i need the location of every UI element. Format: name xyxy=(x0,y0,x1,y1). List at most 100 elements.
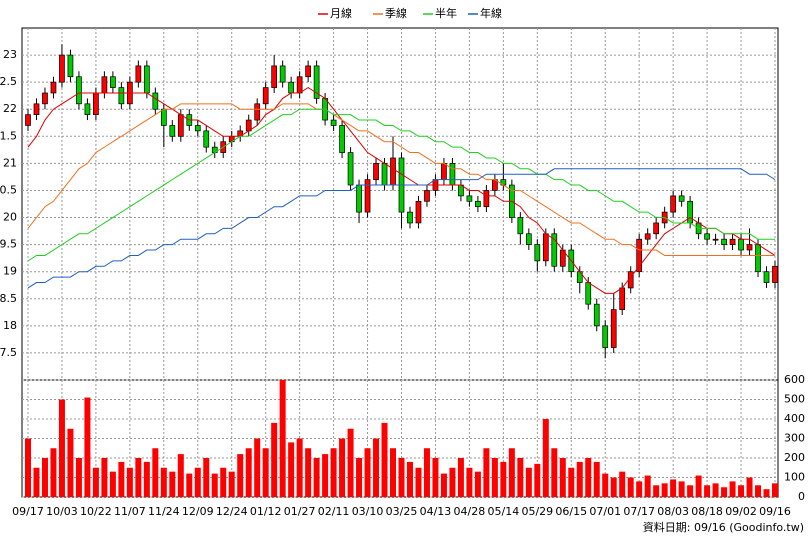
x-tick-label: 10/03 xyxy=(46,505,78,518)
candle-body xyxy=(772,265,778,283)
candle-body xyxy=(271,65,278,88)
candle-body xyxy=(42,92,48,105)
x-tick-label: 09/17 xyxy=(12,505,44,518)
candle-body xyxy=(169,125,176,137)
volume-bar xyxy=(220,467,227,497)
volume-bar xyxy=(449,467,456,497)
candle-body xyxy=(339,125,345,153)
y-tick-label: 22 xyxy=(3,102,17,115)
volume-bar xyxy=(738,485,745,497)
candle-body xyxy=(254,103,261,121)
x-tick-label: 01/27 xyxy=(284,505,316,518)
volume-bar xyxy=(457,458,464,497)
candle-body xyxy=(67,54,74,78)
candle-body xyxy=(602,325,609,348)
candle-body xyxy=(585,282,592,305)
candle-body xyxy=(653,222,660,235)
candle-body xyxy=(636,238,643,273)
candle-body xyxy=(373,163,379,180)
candle-body xyxy=(729,238,736,245)
volume-bar xyxy=(644,475,651,497)
legend-label: 半年 xyxy=(435,6,457,20)
volume-bar xyxy=(483,448,490,497)
candle-body xyxy=(76,76,82,105)
candle-body xyxy=(593,303,600,327)
volume-bar xyxy=(568,467,575,497)
volume-bar xyxy=(339,438,346,497)
candle-body xyxy=(110,76,116,88)
volume-bar xyxy=(41,458,48,497)
footer: 資料日期: 09/16 (Goodinfo.tw) xyxy=(643,520,804,534)
candle-body xyxy=(194,125,201,132)
legend-label: 月線 xyxy=(330,6,352,20)
candle-body xyxy=(84,103,91,115)
volume-bar xyxy=(423,448,430,497)
volume-bar xyxy=(67,428,74,497)
volume-bar xyxy=(517,458,524,497)
volume-bar xyxy=(525,467,532,497)
volume-bar xyxy=(559,458,566,497)
y-tick-label: 23 xyxy=(3,48,17,61)
candle-body xyxy=(424,190,430,202)
volume-bar xyxy=(186,473,193,497)
y-tick-label: 19 xyxy=(3,265,17,278)
volume-bar xyxy=(373,438,380,497)
volume-bar xyxy=(474,471,481,497)
volume-bar xyxy=(406,461,413,497)
volume-bar xyxy=(576,461,583,497)
x-tick-label: 03/10 xyxy=(352,505,384,518)
volume-bar xyxy=(143,461,150,497)
x-tick-label: 07/01 xyxy=(589,505,621,518)
volume-bar xyxy=(245,448,252,497)
volume-bar xyxy=(500,461,507,497)
candle-body xyxy=(25,114,31,126)
volume-bar xyxy=(109,471,116,497)
x-tick-label: 07/17 xyxy=(623,505,655,518)
volume-bar xyxy=(415,467,422,497)
candle-body xyxy=(390,157,396,186)
x-tick-label: 04/13 xyxy=(420,505,452,518)
y-tick-label: 8.5 xyxy=(0,292,17,305)
candle-body xyxy=(118,87,125,105)
y-tick-label: 18 xyxy=(3,319,17,332)
y-tick-label: 1.5 xyxy=(0,129,17,142)
volume-bar xyxy=(610,477,617,497)
volume-bar xyxy=(542,419,549,497)
candle-body xyxy=(441,163,447,180)
x-tick-label: 11/07 xyxy=(114,505,146,518)
volume-bar xyxy=(271,422,278,497)
volume-bar xyxy=(398,458,405,497)
candle-body xyxy=(483,190,490,208)
volume-bar xyxy=(508,448,515,497)
volume-bar xyxy=(211,473,218,497)
candle-body xyxy=(381,163,388,186)
y-tick-label: 9.5 xyxy=(0,238,17,251)
volume-bar xyxy=(25,438,31,497)
candle-body xyxy=(721,238,727,245)
volume-bar xyxy=(661,483,668,497)
volume-bar xyxy=(194,467,201,497)
candle-body xyxy=(330,119,337,126)
y2-tick-label: 200 xyxy=(784,451,805,464)
volume-bar xyxy=(712,483,719,497)
volume-bar xyxy=(534,463,541,497)
candle-body xyxy=(670,195,676,213)
volume-bar xyxy=(491,458,498,497)
volume-bar xyxy=(254,438,261,497)
candle-body xyxy=(356,184,362,213)
candle-body xyxy=(746,244,753,251)
volume-bar xyxy=(729,481,736,497)
volume-bar xyxy=(118,461,125,497)
y2-tick-label: 500 xyxy=(784,393,805,406)
x-tick-label: 12/24 xyxy=(216,505,248,518)
candle-body xyxy=(50,81,57,94)
candle-body xyxy=(101,76,108,94)
volume-bar xyxy=(58,399,65,497)
volume-bar xyxy=(381,422,388,497)
candle-body xyxy=(763,271,770,283)
volume-bar xyxy=(585,458,592,497)
candle-body xyxy=(712,238,719,241)
candle-body xyxy=(644,233,651,240)
volume-bar xyxy=(551,448,558,497)
volume-bar xyxy=(755,485,762,497)
